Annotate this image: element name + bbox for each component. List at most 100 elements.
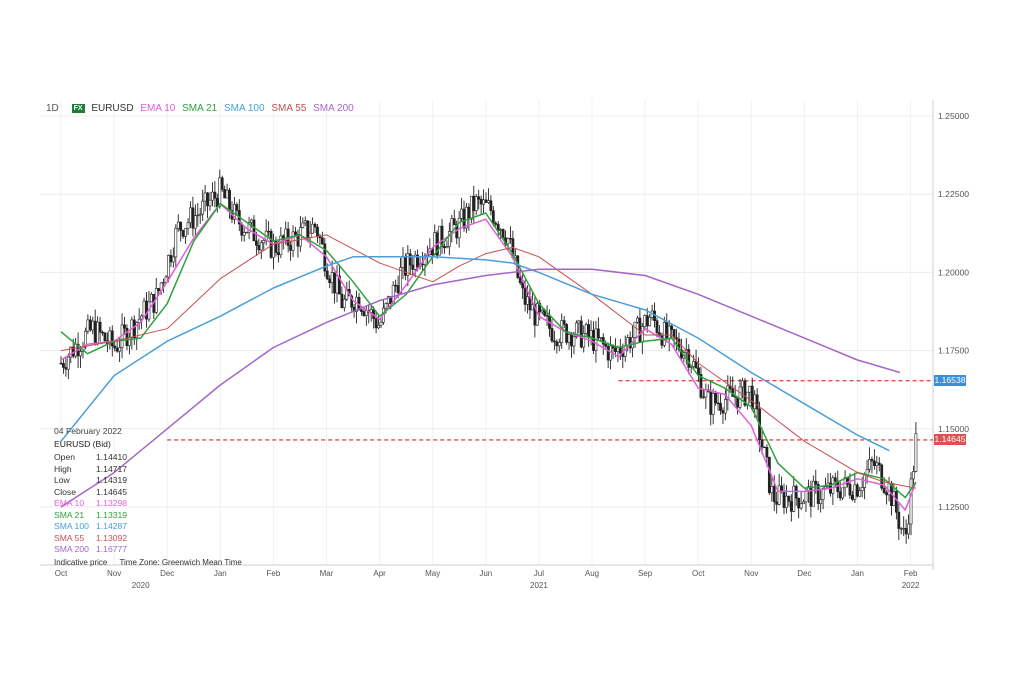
info-instrument: EURUSD (Bid) [54, 438, 111, 449]
price-bar-body [814, 480, 818, 485]
symbol-label[interactable]: EURUSD [91, 103, 134, 114]
price-bar-body [816, 483, 820, 504]
price-bar-body [247, 222, 251, 233]
price-bar-body [501, 229, 505, 239]
legend-sma-21[interactable]: SMA 21 [182, 103, 218, 114]
info-label: EMA 10 [54, 498, 85, 508]
price-bar-body [169, 255, 173, 263]
price-bar-body [218, 177, 222, 208]
price-bar-body [614, 347, 617, 352]
price-bar-body [555, 341, 559, 347]
price-bar-body [831, 477, 835, 494]
fx-badge: FX [71, 104, 85, 113]
price-bar-body [394, 284, 398, 287]
x-tick-label: Oct [692, 569, 705, 578]
price-bar-body [618, 347, 622, 354]
price-bar-body [465, 206, 468, 229]
x-tick-label: Aug [585, 569, 599, 578]
legend-sma-200[interactable]: SMA 200 [313, 103, 354, 114]
price-bar-body [811, 480, 815, 507]
series-line-sma-100 [60, 256, 890, 452]
price-bar-body [135, 322, 139, 338]
price-bar-body [702, 396, 705, 399]
price-bar-body [741, 380, 744, 388]
horizontal-levels [167, 379, 933, 441]
price-bar-body [750, 385, 754, 410]
x-tick-label: Jun [479, 569, 492, 578]
price-bar-body [306, 220, 310, 238]
info-value: 1.14319 [96, 475, 128, 485]
price-bar-body [765, 447, 769, 458]
price-bar-body [123, 324, 126, 329]
price-bar-body [894, 491, 898, 513]
price-bar-body [462, 208, 466, 229]
price-bar-body [311, 223, 314, 234]
info-value: 1.14287 [96, 521, 128, 531]
price-bar-body [574, 322, 578, 338]
price-bar-body [782, 490, 786, 508]
year-label: 2021 [530, 581, 548, 590]
price-bar-body [233, 204, 236, 220]
price-bar-body [301, 222, 305, 228]
price-bar-body [325, 270, 329, 280]
legend-ema-10[interactable]: EMA 10 [140, 103, 176, 114]
price-bar-body [587, 324, 591, 338]
price-bar-body [506, 238, 510, 245]
price-bar-body [880, 464, 884, 489]
price-bar-body [648, 317, 652, 327]
price-bar-body [137, 318, 141, 323]
price-bar-body [821, 488, 825, 500]
x-tick-label: Jan [851, 569, 864, 578]
timeframe-label[interactable]: 1D [46, 103, 59, 114]
price-bar-body [460, 208, 463, 219]
price-bar-body [186, 222, 190, 229]
price-bars [59, 169, 918, 544]
price-bar-body [401, 256, 405, 268]
price-bar-body [399, 267, 402, 294]
legend-sma-55[interactable]: SMA 55 [271, 103, 307, 114]
price-bar-body [775, 501, 779, 505]
price-bar-body [59, 362, 63, 365]
info-row-open: Open 1.14410 [54, 452, 127, 464]
price-bar-body [902, 528, 906, 530]
price-bar-body [447, 231, 451, 247]
legend-sma-100[interactable]: SMA 100 [223, 103, 265, 114]
price-bar-body [64, 367, 68, 370]
x-axis-ticks: Oct Nov Dec Jan Feb Mar Apr May Jun Jul Aug Sep Oct N… [55, 569, 918, 578]
price-bar-body [633, 321, 637, 338]
price-bar-body [93, 320, 97, 343]
price-bar-body [377, 324, 380, 329]
price-bar-body [96, 321, 100, 343]
price-bar-body [240, 223, 244, 236]
price-bar-body [201, 200, 205, 215]
price-bar-body [670, 325, 674, 330]
price-bar-body [262, 240, 266, 244]
x-tick-label: Apr [373, 569, 386, 578]
price-bar-body [313, 223, 317, 228]
info-value: 1.14645 [96, 486, 128, 497]
price-bar-body [851, 494, 854, 500]
x-tick-label: Feb [904, 569, 918, 578]
price-bar-body [125, 327, 129, 347]
price-bar-body [211, 191, 214, 201]
x-tick-label: Mar [320, 569, 334, 578]
x-tick-label: Jan [214, 569, 227, 578]
price-bar-body [259, 242, 263, 251]
price-bar-body [132, 319, 136, 338]
price-bar-body [897, 511, 901, 529]
price-bar-body [567, 334, 571, 343]
price-bar-body [289, 245, 293, 251]
price-bar-body [269, 231, 273, 258]
price-bar-body [760, 439, 764, 448]
price-bar-body [723, 399, 727, 414]
price-bar-body [86, 319, 90, 332]
price-bar-body [509, 238, 512, 240]
price-bar-body [316, 226, 319, 237]
price-badge-last-price: 1.14645 [934, 434, 966, 446]
info-value: 1.14717 [96, 463, 128, 474]
price-bar-body [687, 349, 691, 368]
price-bar-body [885, 492, 888, 496]
price-bar-body [799, 503, 803, 509]
price-bar-body [853, 484, 857, 500]
year-label: 2020 [132, 581, 150, 590]
